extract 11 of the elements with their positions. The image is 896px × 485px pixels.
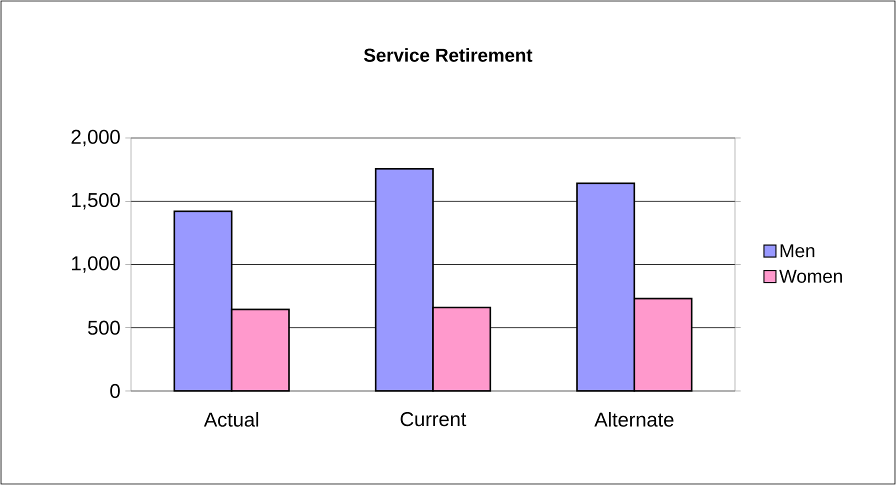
x-tick-label: Current (400, 412, 466, 426)
x-tick-label: Alternate (594, 412, 674, 427)
chart-title: Service Retirement (364, 48, 532, 62)
y-tick-label: 500 (88, 320, 120, 335)
legend-label: Men (780, 244, 814, 258)
y-tick-label: 2,000 (72, 130, 120, 146)
legend-label: Women (779, 270, 842, 283)
x-tick-label: Actual (204, 412, 258, 427)
y-tick-label: 1,000 (72, 256, 120, 273)
y-tick-label: 1,500 (72, 192, 120, 210)
y-tick-label: 0 (110, 384, 120, 398)
